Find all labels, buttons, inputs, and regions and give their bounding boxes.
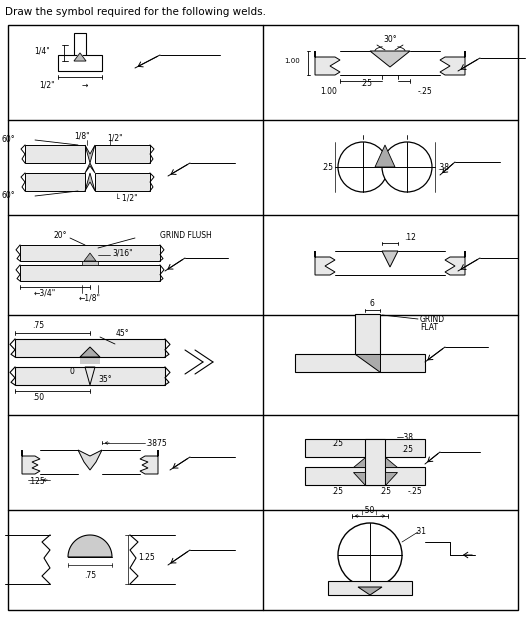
Polygon shape	[370, 51, 410, 67]
Bar	[295, 354, 425, 372]
Bar	[25, 145, 85, 163]
Text: -.25: -.25	[418, 86, 432, 96]
Text: 1/4": 1/4"	[34, 46, 50, 56]
Polygon shape	[80, 357, 100, 364]
Text: 1.25: 1.25	[138, 554, 155, 562]
Polygon shape	[353, 457, 365, 467]
Text: .25: .25	[401, 446, 413, 454]
Polygon shape	[74, 53, 86, 61]
Text: →: →	[82, 81, 88, 89]
Bar	[20, 245, 160, 261]
Polygon shape	[382, 251, 398, 267]
Polygon shape	[385, 457, 397, 467]
Text: .125: .125	[28, 478, 45, 486]
Bar	[58, 55, 102, 71]
Text: .25: .25	[360, 79, 372, 88]
Text: 35°: 35°	[98, 376, 112, 384]
Bar	[328, 581, 412, 595]
Text: ←1/8": ←1/8"	[79, 294, 101, 302]
Text: FLAT: FLAT	[420, 324, 438, 332]
Text: -.25: -.25	[408, 488, 422, 496]
Text: .38: .38	[401, 432, 413, 441]
Text: .31: .31	[414, 528, 426, 536]
Text: ┌50┐: ┌50┐	[360, 506, 379, 514]
Bar	[25, 173, 85, 191]
Polygon shape	[315, 51, 340, 75]
Bar	[74, 33, 86, 61]
Polygon shape	[375, 145, 395, 167]
Text: 6: 6	[370, 299, 375, 308]
Circle shape	[338, 142, 388, 192]
Text: 1/2": 1/2"	[107, 134, 123, 142]
Text: 1.00: 1.00	[320, 86, 337, 96]
Polygon shape	[85, 173, 95, 191]
Text: 1/8": 1/8"	[74, 131, 90, 141]
Text: 0: 0	[69, 368, 75, 376]
Polygon shape	[358, 587, 382, 595]
Text: GRIND FLUSH: GRIND FLUSH	[160, 231, 212, 239]
Polygon shape	[315, 251, 335, 275]
Text: .25: .25	[331, 488, 343, 496]
Polygon shape	[85, 163, 95, 173]
Bar	[365, 439, 385, 485]
Text: .25: .25	[321, 162, 333, 171]
Text: .38: .38	[437, 162, 449, 171]
Bar	[355, 314, 380, 354]
Polygon shape	[22, 450, 40, 474]
Polygon shape	[68, 535, 112, 557]
Text: 60°: 60°	[2, 136, 15, 144]
Polygon shape	[85, 145, 95, 163]
Text: 1/2": 1/2"	[39, 81, 55, 89]
Circle shape	[382, 142, 432, 192]
Text: Draw the symbol required for the following welds.: Draw the symbol required for the followi…	[5, 7, 266, 17]
Text: .75: .75	[32, 321, 44, 331]
Text: .12: .12	[404, 234, 416, 242]
Bar	[15, 339, 165, 357]
Text: 20°: 20°	[53, 231, 67, 239]
Polygon shape	[82, 261, 98, 265]
Text: ←3/4": ←3/4"	[34, 289, 56, 298]
Bar	[15, 367, 165, 385]
Text: .3875: .3875	[145, 439, 167, 449]
Bar	[95, 145, 150, 163]
Bar	[95, 173, 150, 191]
Polygon shape	[353, 472, 365, 485]
Circle shape	[338, 523, 402, 587]
Polygon shape	[440, 51, 465, 75]
Text: .75: .75	[84, 571, 96, 579]
Bar	[20, 265, 160, 281]
Polygon shape	[78, 450, 102, 470]
Text: 60°: 60°	[2, 191, 15, 201]
Polygon shape	[355, 354, 380, 372]
Polygon shape	[445, 251, 465, 275]
Text: 45°: 45°	[115, 329, 129, 339]
Polygon shape	[80, 347, 100, 357]
Text: 1.00: 1.00	[284, 58, 300, 64]
Text: .25: .25	[331, 439, 343, 449]
Text: .25: .25	[379, 488, 391, 496]
Bar	[305, 439, 425, 457]
Bar	[305, 467, 425, 485]
Polygon shape	[140, 450, 158, 474]
Text: 30°: 30°	[383, 34, 397, 44]
Text: .50: .50	[32, 394, 44, 402]
Text: 3/16": 3/16"	[112, 249, 133, 258]
Text: └ 1/2": └ 1/2"	[115, 194, 138, 202]
Polygon shape	[385, 472, 397, 485]
Polygon shape	[84, 253, 96, 261]
Text: GRIND: GRIND	[420, 314, 445, 324]
